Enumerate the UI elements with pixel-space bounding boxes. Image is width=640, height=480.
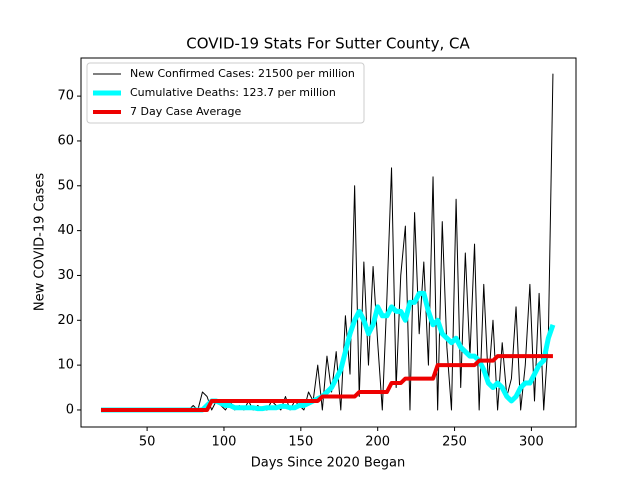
legend-label: Cumulative Deaths: 123.7 per million <box>130 86 336 99</box>
y-axis-label: New COVID-19 Cases <box>33 173 48 311</box>
y-tick-label: 70 <box>57 89 74 104</box>
legend-label: New Confirmed Cases: 21500 per million <box>130 67 355 80</box>
x-tick-label: 50 <box>139 435 156 450</box>
chart-title: COVID-19 Stats For Sutter County, CA <box>186 35 470 53</box>
x-tick-label: 300 <box>519 435 544 450</box>
y-tick-label: 30 <box>57 268 74 283</box>
x-axis-label: Days Since 2020 Began <box>251 456 406 471</box>
y-tick-label: 60 <box>57 133 74 148</box>
y-tick-label: 50 <box>57 178 74 193</box>
legend-label: 7 Day Case Average <box>130 105 242 118</box>
legend-box <box>86 62 365 124</box>
x-tick-label: 100 <box>212 435 237 450</box>
plot-area <box>100 73 556 413</box>
axes-frame <box>80 57 577 428</box>
y-tick-label: 10 <box>57 358 74 373</box>
x-tick-label: 150 <box>288 435 313 450</box>
y-tick-label: 0 <box>66 402 74 417</box>
y-tick-label: 20 <box>57 313 74 328</box>
y-tick-label: 40 <box>57 223 74 238</box>
x-tick-label: 200 <box>365 435 390 450</box>
series-line <box>100 354 553 412</box>
x-tick-label: 250 <box>442 435 467 450</box>
